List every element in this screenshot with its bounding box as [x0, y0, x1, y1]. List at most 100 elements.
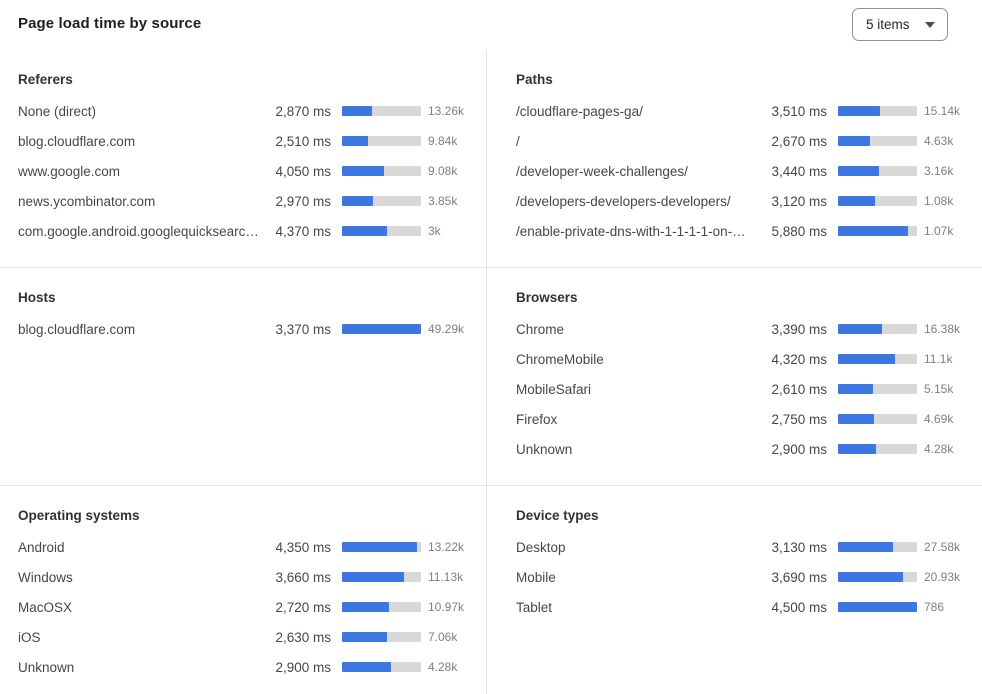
row-count: 13.26k: [428, 104, 465, 118]
row-ms-value: 5,880 ms: [771, 223, 827, 239]
rows-device-types: Desktop 3,130 ms 27.58k Mobile 3,690 ms 20.93…: [516, 532, 982, 622]
table-row[interactable]: Desktop 3,130 ms 27.58k: [516, 532, 982, 562]
row-label: Tablet: [516, 599, 553, 615]
table-row[interactable]: www.google.com 4,050 ms 9.08k: [18, 156, 486, 186]
row-label: /: [516, 133, 520, 149]
table-row[interactable]: Mobile 3,690 ms 20.93k: [516, 562, 982, 592]
card-paths: Paths/cloudflare-pages-ga/3,510 ms 15.14k…: [486, 50, 982, 267]
row-count: 4.28k: [924, 442, 954, 456]
table-row[interactable]: /cloudflare-pages-ga/3,510 ms 15.14k: [516, 96, 982, 126]
row-count: 3k: [428, 224, 441, 238]
row-count: 27.58k: [924, 540, 961, 554]
table-row[interactable]: MacOSX 2,720 ms 10.97k: [18, 592, 486, 622]
row-ms-value: 2,510 ms: [275, 133, 331, 149]
row-label: Firefox: [516, 411, 558, 427]
table-row[interactable]: blog.cloudflare.com 2,510 ms 9.84k: [18, 126, 486, 156]
table-row[interactable]: ChromeMobile 4,320 ms 11.1k: [516, 344, 982, 374]
bar-track: [838, 414, 917, 424]
table-row[interactable]: MobileSafari 2,610 ms 5.15k: [516, 374, 982, 404]
row-count: 786: [924, 600, 945, 614]
rows-paths: /cloudflare-pages-ga/3,510 ms 15.14k / 2,67…: [516, 96, 982, 246]
row-label: /developer-week-challenges/: [516, 163, 688, 179]
bar-fill: [342, 324, 421, 334]
row-label: com.google.android.googlequicksearc…: [18, 223, 259, 239]
table-row[interactable]: com.google.android.googlequicksearc… 4,37…: [18, 216, 486, 246]
bar-fill: [838, 324, 883, 334]
bar-fill: [838, 384, 873, 394]
widget-header: Page load time by source 5 items: [0, 0, 982, 50]
row-ms-value: 2,870 ms: [275, 103, 331, 119]
bar-fill: [838, 414, 875, 424]
row-ms-value: 3,370 ms: [275, 321, 331, 337]
row-count: 4.28k: [428, 660, 458, 674]
bar-track: [342, 226, 421, 236]
row-count: 11.1k: [924, 352, 953, 366]
table-row[interactable]: Unknown 2,900 ms 4.28k: [516, 434, 982, 464]
table-row[interactable]: Tablet 4,500 ms 786: [516, 592, 982, 622]
bar-fill: [838, 166, 880, 176]
bar-fill: [342, 136, 369, 146]
bar-track: [342, 572, 421, 582]
row-count: 1.07k: [924, 224, 954, 238]
table-row[interactable]: /developers-developers-developers/3,120 …: [516, 186, 982, 216]
row-label: Android: [18, 539, 65, 555]
bar-fill: [838, 602, 917, 612]
bar-track: [838, 136, 917, 146]
row-ms-value: 3,120 ms: [771, 193, 827, 209]
bar-fill: [838, 226, 909, 236]
row-ms-value: 2,670 ms: [771, 133, 827, 149]
bar-track: [342, 106, 421, 116]
table-row[interactable]: Chrome 3,390 ms 16.38k: [516, 314, 982, 344]
bar-track: [342, 324, 421, 334]
table-row[interactable]: Windows 3,660 ms 11.13k: [18, 562, 486, 592]
bar-fill: [838, 136, 870, 146]
card-browsers: Browsers Chrome 3,390 ms 16.38k ChromeMobile…: [486, 267, 982, 485]
rows-operating-systems: Android 4,350 ms 13.22k Windows 3,660 ms 11.1…: [18, 532, 486, 682]
row-label: news.ycombinator.com: [18, 193, 156, 209]
table-row[interactable]: Firefox 2,750 ms 4.69k: [516, 404, 982, 434]
table-row[interactable]: news.ycombinator.com 2,970 ms 3.85k: [18, 186, 486, 216]
row-label: MacOSX: [18, 599, 73, 615]
bar-track: [342, 542, 421, 552]
table-row[interactable]: blog.cloudflare.com 3,370 ms 49.29k: [18, 314, 486, 344]
items-count-select[interactable]: 5 items: [852, 8, 948, 41]
table-row[interactable]: /enable-private-dns-with-1-1-1-1-on-… 5,8…: [516, 216, 982, 246]
table-row[interactable]: iOS 2,630 ms 7.06k: [18, 622, 486, 652]
bar-track: [838, 602, 917, 612]
row-label: Desktop: [516, 539, 566, 555]
row-label: None (direct): [18, 103, 97, 119]
row-count: 20.93k: [924, 570, 961, 584]
row-count: 13.22k: [428, 540, 465, 554]
row-label: Unknown: [516, 441, 573, 457]
bar-track: [342, 166, 421, 176]
row-label: blog.cloudflare.com: [18, 133, 136, 149]
row-label: Windows: [18, 569, 73, 585]
bar-track: [838, 572, 917, 582]
bar-track: [838, 384, 917, 394]
table-row[interactable]: /developer-week-challenges/3,440 ms 3.16k: [516, 156, 982, 186]
row-ms-value: 2,970 ms: [275, 193, 331, 209]
row-ms-value: 2,630 ms: [275, 629, 331, 645]
bar-fill: [838, 572, 903, 582]
row-ms-value: 3,440 ms: [771, 163, 827, 179]
bar-track: [838, 542, 917, 552]
table-row[interactable]: Unknown 2,900 ms 4.28k: [18, 652, 486, 682]
rows-hosts: blog.cloudflare.com 3,370 ms 49.29k: [18, 314, 486, 344]
row-ms-value: 3,660 ms: [275, 569, 331, 585]
rows-referers: None (direct) 2,870 ms 13.26k blog.cloudfla…: [18, 96, 486, 246]
table-row[interactable]: / 2,670 ms 4.63k: [516, 126, 982, 156]
row-label: /cloudflare-pages-ga/: [516, 103, 643, 119]
row-label: Chrome: [516, 321, 565, 337]
row-label: blog.cloudflare.com: [18, 321, 136, 337]
row-ms-value: 4,350 ms: [275, 539, 331, 555]
bar-fill: [838, 196, 876, 206]
table-row[interactable]: Android 4,350 ms 13.22k: [18, 532, 486, 562]
row-ms-value: 4,320 ms: [771, 351, 827, 367]
rows-browsers: Chrome 3,390 ms 16.38k ChromeMobile 4,320 ms…: [516, 314, 982, 464]
bar-fill: [342, 662, 391, 672]
row-label: /enable-private-dns-with-1-1-1-1-on-…: [516, 223, 746, 239]
row-label: Unknown: [18, 659, 75, 675]
bar-fill: [838, 542, 894, 552]
table-row[interactable]: None (direct) 2,870 ms 13.26k: [18, 96, 486, 126]
